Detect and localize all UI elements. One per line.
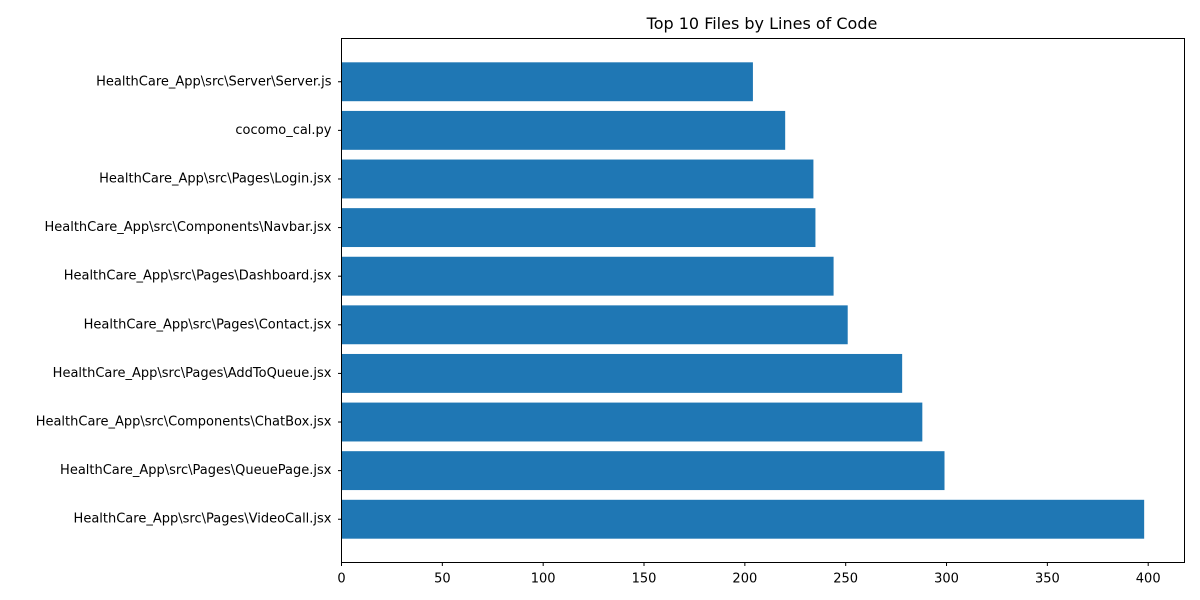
x-tick-label: 100	[531, 572, 556, 587]
x-tick-label: 0	[337, 572, 345, 587]
y-tick-label: HealthCare_App\src\Server\Server.js	[96, 74, 332, 89]
x-tick-label: 200	[732, 572, 757, 587]
x-tick-label: 350	[1035, 572, 1060, 587]
x-tick-label: 250	[833, 572, 858, 587]
bar	[341, 208, 816, 248]
bar	[341, 110, 786, 150]
x-tick-label: 150	[632, 572, 657, 587]
y-tick-label: cocomo_cal.py	[235, 123, 331, 138]
bar	[341, 451, 945, 491]
chart-title: Top 10 Files by Lines of Code	[646, 14, 878, 33]
axes-frame	[341, 38, 1185, 563]
bar	[341, 159, 814, 199]
y-tick-label: HealthCare_App\src\Components\Navbar.jsx	[44, 220, 331, 235]
bar	[341, 353, 903, 393]
y-tick-label: HealthCare_App\src\Pages\Dashboard.jsx	[64, 269, 332, 284]
y-tick-label: HealthCare_App\src\Pages\QueuePage.jsx	[60, 463, 332, 478]
y-tick-label: HealthCare_App\src\Pages\Login.jsx	[99, 171, 332, 186]
y-tick-label: HealthCare_App\src\Pages\VideoCall.jsx	[74, 512, 332, 527]
y-tick-label: HealthCare_App\src\Components\ChatBox.js…	[36, 415, 332, 430]
x-tick-label: 300	[934, 572, 959, 587]
bar	[341, 256, 834, 296]
x-tick-label: 50	[434, 572, 451, 587]
bar	[341, 499, 1145, 539]
x-axis-ticks: 0 50 100 150 200 250 300 350 400	[337, 562, 1161, 587]
x-tick-label: 400	[1136, 572, 1161, 587]
bars-group	[341, 62, 1145, 539]
bar	[341, 305, 848, 345]
bar	[341, 62, 753, 102]
y-tick-label: HealthCare_App\src\Pages\Contact.jsx	[84, 317, 332, 332]
y-tick-label: HealthCare_App\src\Pages\AddToQueue.jsx	[53, 366, 332, 381]
y-axis-ticks: HealthCare_App\src\Pages\VideoCall.jsx He…	[36, 74, 342, 527]
bar	[341, 402, 923, 442]
